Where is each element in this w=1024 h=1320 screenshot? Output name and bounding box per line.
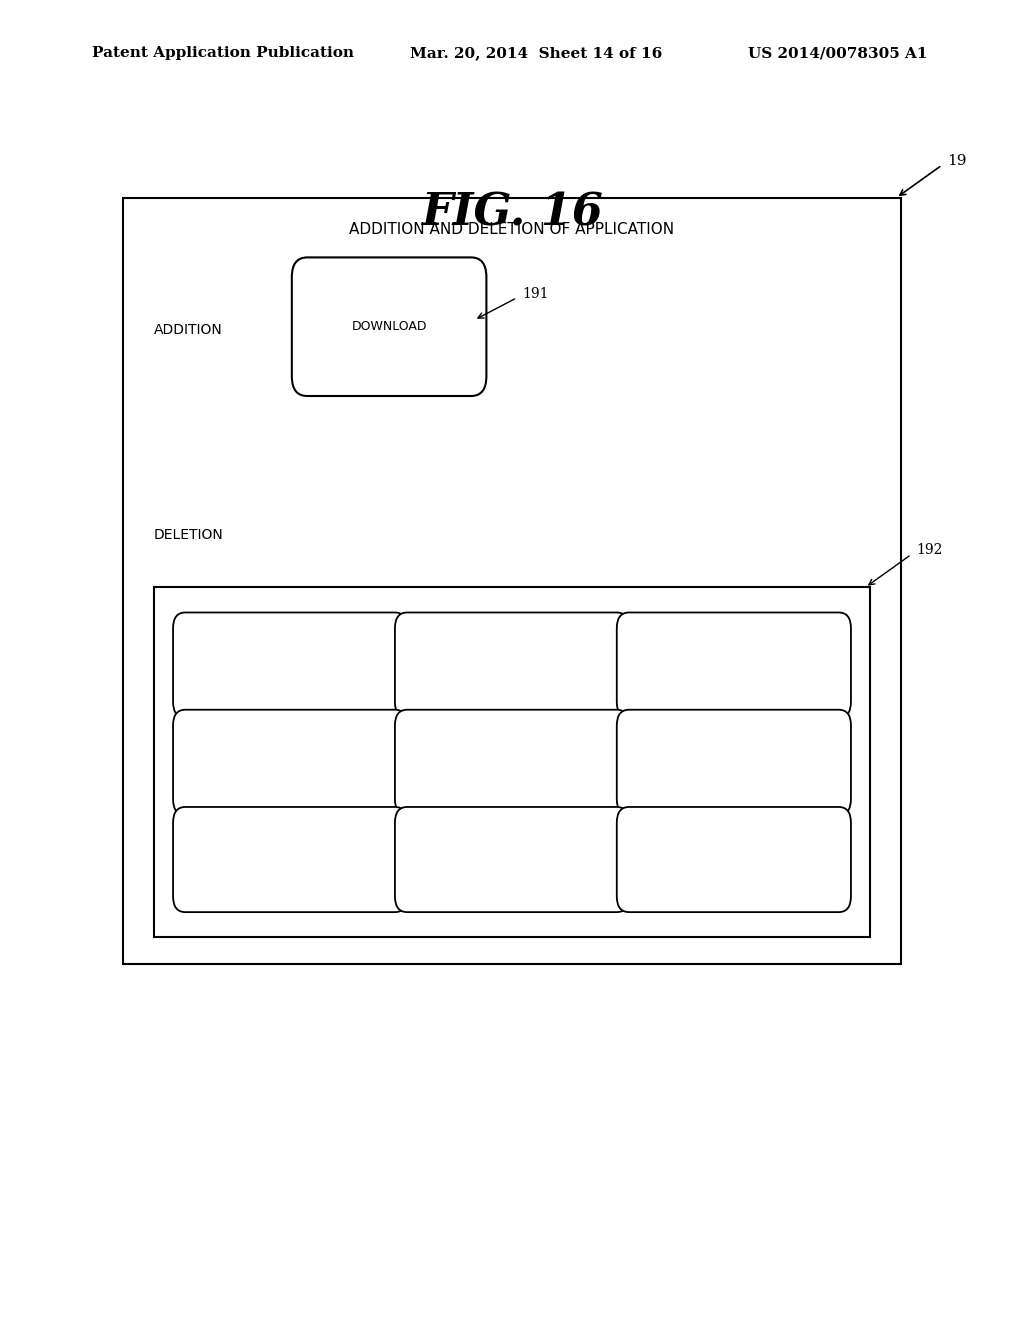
Text: ADDITION AND DELETION OF APPLICATION: ADDITION AND DELETION OF APPLICATION (349, 222, 675, 236)
Text: DOWNLOAD: DOWNLOAD (351, 321, 427, 333)
Text: MONITORING: MONITORING (252, 659, 329, 672)
FancyBboxPatch shape (173, 710, 408, 814)
Text: PARKING
ASSISTANCE: PARKING ASSISTANCE (697, 651, 770, 680)
FancyBboxPatch shape (123, 198, 901, 964)
Text: US 2014/0078305 A1: US 2014/0078305 A1 (748, 46, 927, 61)
Text: INTRUDING
VEHICLE
ALARM: INTRUDING VEHICLE ALARM (479, 837, 545, 882)
Text: 192: 192 (916, 544, 943, 557)
FancyBboxPatch shape (154, 587, 870, 937)
Text: 191: 191 (522, 286, 549, 301)
FancyBboxPatch shape (395, 807, 629, 912)
Text: Patent Application Publication: Patent Application Publication (92, 46, 354, 61)
FancyBboxPatch shape (616, 710, 851, 814)
FancyBboxPatch shape (395, 710, 629, 814)
Text: COLLISION
AVOIDANCE: COLLISION AVOIDANCE (699, 845, 768, 874)
FancyBboxPatch shape (173, 807, 408, 912)
Text: COLLISION
ALLEVIATION: COLLISION ALLEVIATION (696, 748, 772, 776)
Text: VIDEO ALBUM
(HIGH IMAGE
QUALITY): VIDEO ALBUM (HIGH IMAGE QUALITY) (249, 739, 331, 785)
Text: DELETION: DELETION (154, 528, 223, 541)
Text: LANE
DEVIATION
ALARM: LANE DEVIATION ALARM (480, 739, 544, 785)
FancyBboxPatch shape (395, 612, 629, 718)
Text: VIDEO ALBUM
(LOW IMAGE
QUALITY): VIDEO ALBUM (LOW IMAGE QUALITY) (249, 837, 331, 882)
Text: 19: 19 (947, 154, 967, 168)
Text: FIG. 16: FIG. 16 (421, 191, 603, 235)
Text: AUTOMATIC
LIGHT
CONTROL: AUTOMATIC LIGHT CONTROL (477, 643, 547, 688)
Text: ADDITION: ADDITION (154, 323, 222, 337)
Text: Mar. 20, 2014  Sheet 14 of 16: Mar. 20, 2014 Sheet 14 of 16 (410, 46, 662, 61)
FancyBboxPatch shape (616, 807, 851, 912)
FancyBboxPatch shape (292, 257, 486, 396)
FancyBboxPatch shape (173, 612, 408, 718)
FancyBboxPatch shape (616, 612, 851, 718)
